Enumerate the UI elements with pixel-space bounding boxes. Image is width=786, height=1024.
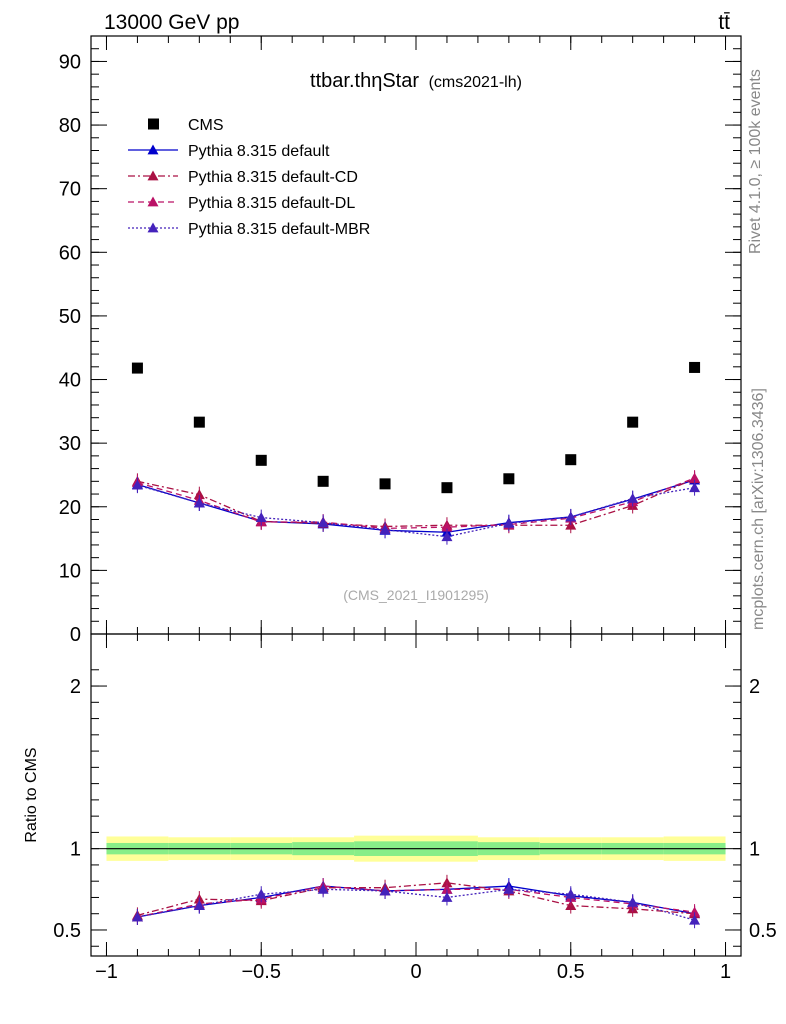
mc-point <box>441 531 453 542</box>
legend-label: Pythia 8.315 default-CD <box>188 169 358 186</box>
ratio-plot-panel: −1 −0.5 0 0.5 1 0.5 0.5 1 1 2 2 Ratio to CMS <box>23 633 777 983</box>
y-tick-label: 20 <box>59 497 81 519</box>
mc-point <box>131 479 143 490</box>
legend-label: CMS <box>188 117 224 134</box>
mc-point <box>255 512 267 522</box>
data-point <box>441 482 453 494</box>
ratio-y-label: Ratio to CMS <box>23 747 40 842</box>
mc-point <box>627 492 639 503</box>
ratio-y-tick-label-right: 1 <box>749 839 760 861</box>
plot-title-suffix: (cms2021-lh) <box>429 74 522 91</box>
ratio-y-tick-label-right: 0.5 <box>749 920 777 942</box>
series-line <box>137 478 695 528</box>
y-tick-label: 0 <box>70 624 81 646</box>
ratio-y-axis: 0.5 0.5 1 1 2 2 <box>53 669 777 947</box>
header-process: tt̄ <box>718 11 730 34</box>
series-line <box>137 477 695 530</box>
data-point <box>255 454 267 466</box>
plot-title-main: ttbar.thηStar <box>310 70 419 92</box>
series-line <box>137 479 695 533</box>
mc-point <box>255 888 267 899</box>
legend-marker <box>147 170 159 181</box>
x-tick-label: 0.5 <box>557 961 585 983</box>
mc-point <box>503 517 515 528</box>
series-line <box>137 882 695 916</box>
ratio-y-tick-label: 1 <box>70 839 81 861</box>
mc-point <box>193 497 205 508</box>
y-tick-label: 90 <box>59 51 81 73</box>
mc-point <box>379 885 391 896</box>
header-energy: 13000 GeV pp <box>104 11 239 34</box>
data-point <box>193 416 205 428</box>
x-tick-label: −1 <box>95 961 118 983</box>
data-point <box>131 362 143 374</box>
y-tick-label: 30 <box>59 433 81 455</box>
legend-marker <box>147 144 159 155</box>
mc-point <box>441 883 453 894</box>
data-point <box>627 416 639 428</box>
mc-point <box>689 914 701 925</box>
mc-point <box>441 891 453 902</box>
main-y-axis: 0 10 20 30 40 50 60 70 80 90 <box>59 48 741 646</box>
y-tick-label: 70 <box>59 179 81 201</box>
analysis-watermark: (CMS_2021_I1901295) <box>343 587 489 603</box>
mc-point <box>689 906 701 917</box>
data-point <box>317 475 329 487</box>
legend: CMS Pythia 8.315 default Pythia 8.315 defa… <box>128 117 370 238</box>
x-tick-label: 1 <box>720 961 731 983</box>
mc-point <box>379 524 391 535</box>
mc-point <box>317 883 329 894</box>
mc-point <box>627 896 639 907</box>
y-tick-label: 60 <box>59 242 81 264</box>
mc-point <box>689 472 701 483</box>
main-x-ticks <box>105 36 727 634</box>
legend-label: Pythia 8.315 default-MBR <box>188 221 370 238</box>
mc-point <box>565 511 577 522</box>
ratio-series-group <box>131 874 701 929</box>
rivet-version-label: Rivet 4.1.0, ≥ 100k events <box>747 69 764 254</box>
data-point <box>379 478 391 490</box>
data-point <box>689 361 701 373</box>
plot-title: ttbar.thηStar (cms2021-lh) <box>310 70 522 92</box>
x-tick-label: 0 <box>410 961 421 983</box>
y-tick-label: 50 <box>59 306 81 328</box>
series-line <box>137 888 695 921</box>
ratio-y-tick-label: 0.5 <box>53 920 81 942</box>
data-point <box>565 454 577 466</box>
y-tick-label: 40 <box>59 370 81 392</box>
main-series-group <box>131 361 701 545</box>
y-tick-label: 80 <box>59 115 81 137</box>
y-tick-label: 10 <box>59 560 81 582</box>
legend-marker <box>147 196 159 207</box>
mc-point <box>503 883 515 894</box>
data-point <box>503 473 515 485</box>
mc-point <box>441 521 453 532</box>
mc-point <box>131 911 143 922</box>
mc-point <box>565 888 577 899</box>
legend-label: Pythia 8.315 default <box>188 143 330 160</box>
ratio-y-tick-label-right: 2 <box>749 676 760 698</box>
mc-point <box>689 482 701 493</box>
x-tick-label: −0.5 <box>241 961 280 983</box>
series-line <box>137 484 695 538</box>
series-line <box>137 885 695 918</box>
mcplots-label: mcplots.cern.ch [arXiv:1306.3436] <box>750 388 767 630</box>
ratio-y-tick-label: 2 <box>70 676 81 698</box>
legend-marker <box>147 222 159 233</box>
legend-marker <box>148 118 159 130</box>
mc-point <box>317 517 329 528</box>
ratio-x-ticks: −1 −0.5 0 0.5 1 <box>95 634 731 983</box>
mc-point <box>193 900 205 910</box>
legend-label: Pythia 8.315 default-DL <box>188 195 355 212</box>
